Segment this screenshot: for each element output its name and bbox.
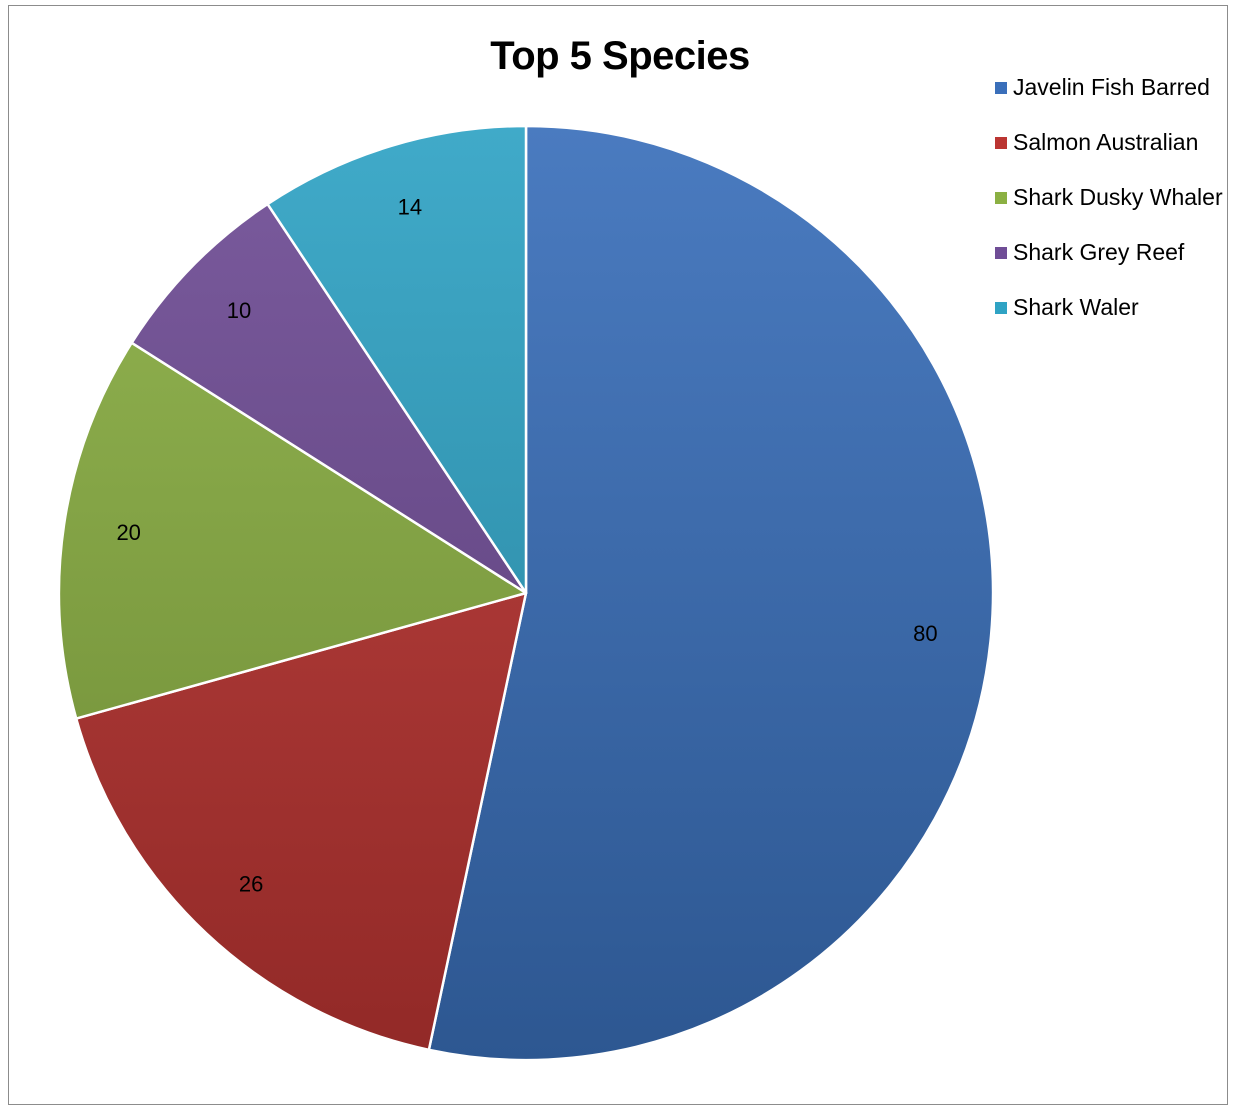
pie-slice-salmon-australian xyxy=(74,591,528,1052)
legend-item: Salmon Australian xyxy=(995,115,1223,170)
legend-label: Shark Grey Reef xyxy=(1013,239,1185,265)
legend-swatch xyxy=(995,136,1007,149)
data-label: 14 xyxy=(398,194,422,219)
legend-item: Shark Grey Reef xyxy=(995,225,1223,280)
legend-item: Javelin Fish Barred xyxy=(995,60,1223,115)
chart-title: Top 5 Species xyxy=(490,34,750,78)
legend-label: Javelin Fish Barred xyxy=(1013,74,1210,100)
legend-swatch xyxy=(995,301,1007,314)
pie-slice-shark-grey-reef xyxy=(130,202,528,595)
legend-item: Shark Dusky Whaler xyxy=(995,170,1223,225)
legend-item: Shark Waler xyxy=(995,280,1223,335)
pie-slice-shark-waler xyxy=(266,124,528,595)
pie-slice-javelin-fish-barred xyxy=(427,124,995,1062)
legend-label: Shark Waler xyxy=(1013,294,1139,320)
pie-slice-shark-dusky-whaler xyxy=(57,341,528,720)
legend-swatch xyxy=(995,81,1007,94)
data-label: 10 xyxy=(227,298,251,323)
pie-slices xyxy=(57,124,995,1062)
data-label: 26 xyxy=(239,872,263,897)
pie-data-labels: 80 26 20 10 14 xyxy=(116,194,937,896)
legend-swatch xyxy=(995,246,1007,259)
legend-label: Salmon Australian xyxy=(1013,129,1199,155)
data-label: 80 xyxy=(913,621,937,646)
legend-swatch xyxy=(995,191,1007,204)
legend-label: Shark Dusky Whaler xyxy=(1013,184,1223,210)
data-label: 20 xyxy=(116,520,140,545)
legend: Javelin Fish Barred Salmon Australian Sh… xyxy=(995,60,1223,335)
